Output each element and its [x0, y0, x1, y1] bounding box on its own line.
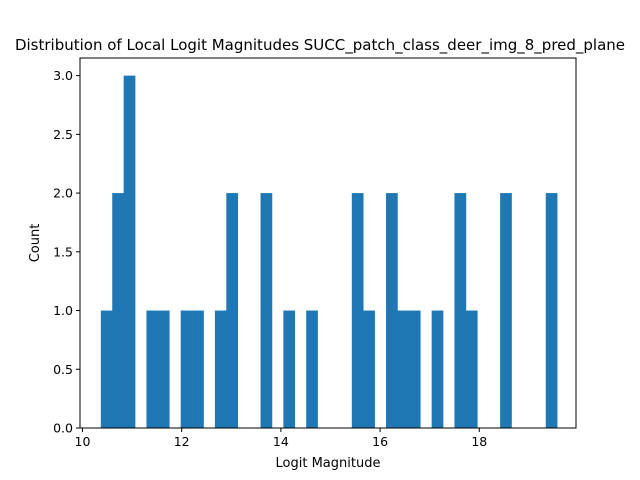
x-tick-label: 16	[372, 434, 388, 449]
histogram-bar	[465, 310, 478, 428]
y-tick-label: 3.0	[53, 68, 73, 83]
histogram-bar	[100, 310, 113, 428]
histogram-bar	[408, 310, 421, 428]
histogram-bar	[123, 75, 136, 429]
histogram-bar	[283, 310, 296, 428]
histogram-bar	[351, 193, 364, 428]
histogram-bar	[260, 193, 273, 428]
histogram-bar	[214, 310, 227, 428]
histogram-bar	[397, 310, 410, 428]
x-axis-label: Logit Magnitude	[276, 456, 381, 471]
histogram-bar	[192, 310, 204, 428]
x-tick-label: 14	[273, 434, 289, 449]
y-axis-label: Count	[28, 224, 43, 263]
histogram-bar	[545, 193, 558, 428]
y-tick-label: 1.5	[53, 244, 73, 259]
y-tick-label: 2.0	[53, 186, 73, 201]
histogram-bar	[431, 310, 444, 428]
histogram-bar	[386, 193, 398, 428]
bars-group	[100, 75, 558, 429]
plot-frame	[79, 57, 577, 429]
x-tick-label: 10	[75, 434, 91, 449]
y-tick-label: 0.0	[53, 421, 73, 436]
chart-title: Distribution of Local Logit Magnitudes S…	[15, 36, 625, 55]
x-tick-label: 12	[174, 434, 190, 449]
histogram-bar	[363, 310, 375, 428]
histogram-bar	[157, 310, 170, 428]
y-tick-label: 0.5	[53, 362, 73, 377]
histogram-bar	[146, 310, 159, 428]
histogram-bar	[500, 193, 512, 428]
histogram-bar	[306, 310, 318, 428]
histogram-bar	[180, 310, 193, 428]
histogram-bar	[454, 193, 467, 428]
histogram-bar	[112, 193, 124, 428]
x-axis-ticks: 10 12 14 16 18	[75, 428, 487, 449]
y-axis-ticks: 0.0 0.5 1.0 1.5 2.0 2.5 3.0	[53, 68, 80, 436]
x-tick-label: 18	[471, 434, 487, 449]
histogram-bar	[226, 193, 239, 428]
y-tick-label: 1.0	[53, 303, 73, 318]
y-tick-label: 2.5	[53, 127, 73, 142]
